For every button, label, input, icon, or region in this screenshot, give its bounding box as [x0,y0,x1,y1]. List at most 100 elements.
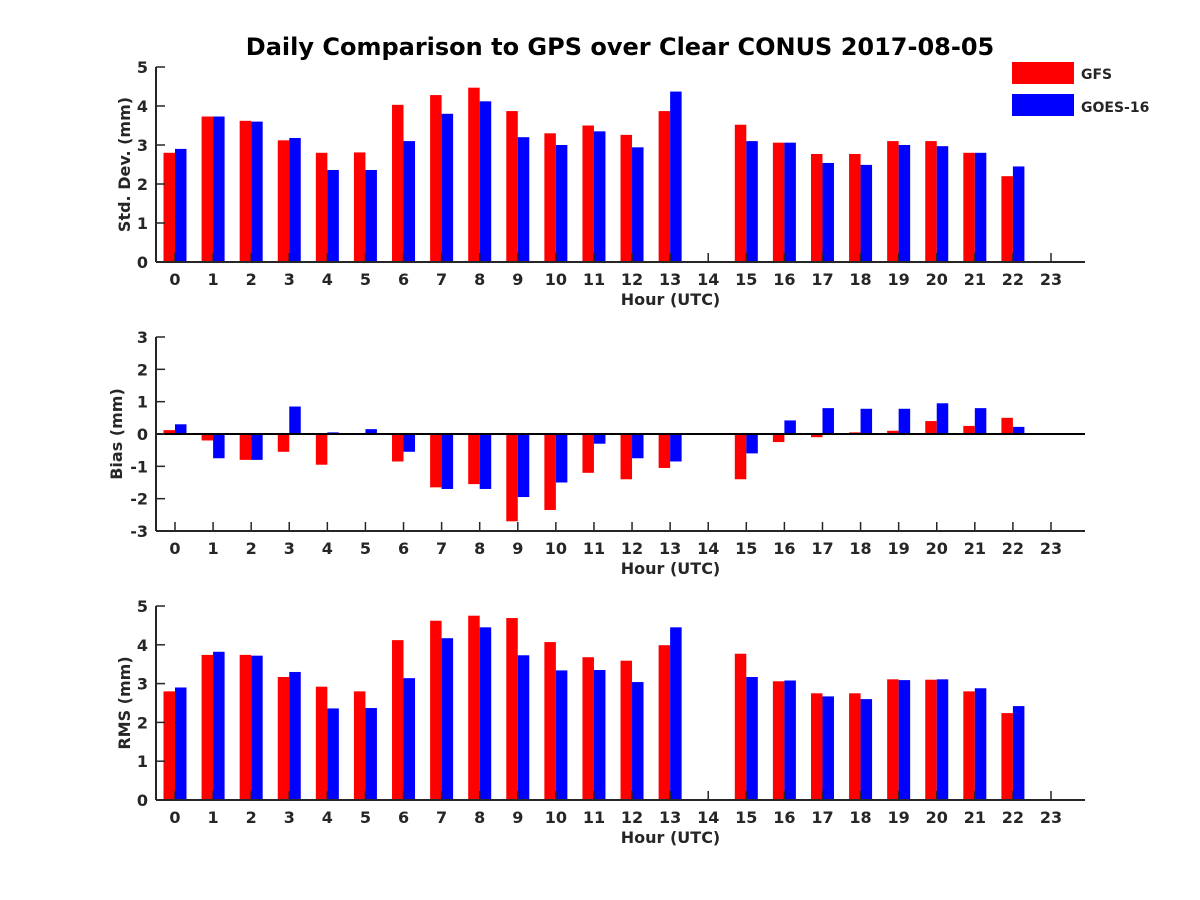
rms-bar-goes16-15 [746,677,758,800]
bias-bar-gfs-1 [201,434,214,441]
bias-bar-goes16-6 [403,434,416,452]
bias-bar-gfs-22 [1001,417,1013,434]
stddev-bar-goes16-13 [670,91,682,262]
bias-bar-goes16-5 [365,429,377,434]
bias-bar-goes16-19 [898,408,911,434]
stddev-bar-gfs-18 [849,153,861,262]
bias-bar-gfs-7 [430,434,442,488]
bias-xtick-label: 22 [1002,539,1024,558]
rms-xtick-label: 9 [512,808,523,827]
stddev-xtick-label: 3 [284,270,295,289]
rms-bar-gfs-19 [887,679,899,800]
stddev-ytick-label: 4 [137,97,148,116]
rms-bar-gfs-20 [925,679,937,800]
bias-xtick-label: 4 [322,539,333,558]
bias-bar-goes16-13 [670,434,682,462]
stddev-bar-gfs-21 [963,152,975,262]
legend-label-gfs: GFS [1081,67,1112,83]
stddev-bar-gfs-11 [582,125,594,262]
stddev-bar-goes16-3 [289,137,301,262]
rms-bar-goes16-0 [175,687,187,800]
rms-bar-goes16-7 [441,638,454,800]
bias-ytick-label: 1 [137,393,148,412]
rms-bar-gfs-4 [315,686,328,800]
bias-bar-goes16-0 [175,424,187,434]
rms-bar-gfs-8 [468,615,480,800]
rms-xtick-label: 19 [888,808,910,827]
stddev-xtick-label: 23 [1040,270,1062,289]
bias-bar-gfs-9 [506,434,518,522]
bias-bar-goes16-22 [1012,426,1025,434]
bias-ytick-label: 3 [137,328,148,347]
rms-bar-goes16-9 [517,655,530,800]
bias-bar-goes16-21 [974,408,987,434]
rms-bar-goes16-17 [822,696,834,800]
bias-bar-gfs-3 [277,434,290,452]
stddev-xtick-label: 10 [545,270,567,289]
rms-bar-goes16-8 [479,627,492,800]
stddev-xtick-label: 1 [208,270,219,289]
bias-xtick-label: 10 [545,539,567,558]
rms-bar-gfs-11 [582,657,594,800]
stddev-bar-gfs-12 [620,134,633,262]
rms-bar-goes16-20 [936,679,949,800]
stddev-bar-gfs-16 [772,142,785,262]
bias-bar-goes16-15 [746,434,758,454]
bias-xtick-label: 3 [284,539,295,558]
stddev-xtick-label: 8 [474,270,485,289]
rms-xtick-label: 23 [1040,808,1062,827]
bias-y-axis-label: Bias (mm) [107,388,126,480]
bias-xtick-label: 23 [1040,539,1062,558]
stddev-bar-gfs-9 [506,111,518,262]
bias-bar-gfs-12 [620,434,633,480]
rms-xtick-label: 22 [1002,808,1024,827]
rms-bar-gfs-0 [163,691,175,800]
bias-bar-gfs-11 [582,434,594,473]
bias-bar-gfs-0 [163,430,175,434]
stddev-bar-gfs-10 [544,133,556,262]
rms-bar-gfs-1 [201,654,214,800]
stddev-bar-goes16-21 [974,152,987,262]
bias-xtick-label: 20 [926,539,948,558]
rms-xtick-label: 8 [474,808,485,827]
stddev-bar-goes16-12 [632,147,644,262]
stddev-bar-goes16-8 [479,101,492,262]
stddev-bar-goes16-11 [593,131,606,262]
rms-bar-gfs-6 [392,640,404,800]
stddev-bar-gfs-3 [277,140,290,262]
bias-xtick-label: 17 [811,539,833,558]
rms-xtick-label: 6 [398,808,409,827]
stddev-xtick-label: 11 [583,270,605,289]
stddev-ytick-label: 0 [137,253,148,272]
stddev-bar-gfs-1 [201,116,214,262]
bias-ytick-label: 0 [137,425,148,444]
stddev-xtick-label: 2 [246,270,257,289]
rms-xtick-label: 13 [659,808,681,827]
stddev-xtick-label: 14 [697,270,719,289]
rms-xtick-label: 1 [208,808,219,827]
stddev-xtick-label: 4 [322,270,333,289]
rms-bar-goes16-22 [1012,706,1025,800]
rms-xtick-label: 15 [735,808,757,827]
rms-bar-goes16-4 [327,708,339,800]
stddev-bar-goes16-0 [175,148,187,262]
stddev-ytick-label: 5 [137,58,148,77]
stddev-bar-goes16-5 [365,169,377,262]
rms-bar-gfs-13 [658,645,671,800]
bias-xtick-label: 14 [697,539,719,558]
stddev-xtick-label: 21 [964,270,986,289]
bias-bar-goes16-11 [593,434,606,444]
legend: GFS GOES-16 [1012,62,1149,116]
rms-bar-gfs-3 [277,677,290,800]
rms-bar-goes16-21 [974,688,987,800]
stddev-xtick-label: 17 [811,270,833,289]
rms-bar-gfs-22 [1001,713,1013,800]
bias-bar-gfs-20 [925,421,937,434]
bias-ytick-label: -2 [130,490,148,509]
rms-xtick-label: 18 [849,808,871,827]
bias-xtick-label: 13 [659,539,681,558]
bias-xtick-label: 12 [621,539,643,558]
bias-xtick-label: 15 [735,539,757,558]
stddev-bar-gfs-4 [315,152,328,262]
stddev-xtick-label: 15 [735,270,757,289]
